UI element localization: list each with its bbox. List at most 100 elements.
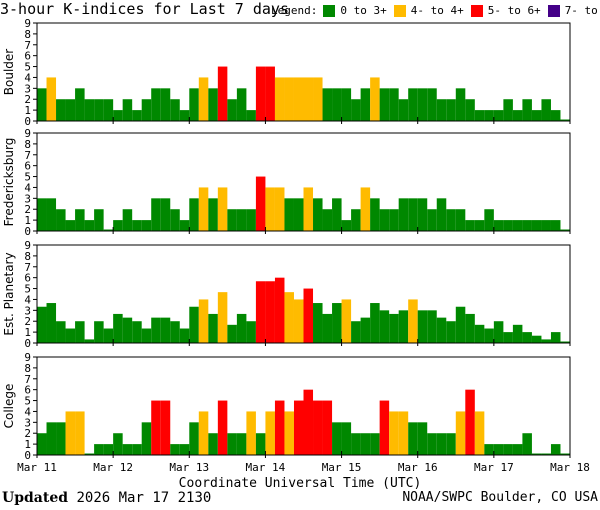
bar-2-18 — [208, 313, 218, 343]
bar-3-36 — [379, 400, 390, 455]
bar-1-23 — [255, 176, 266, 231]
bar-0-28 — [303, 77, 314, 121]
bar-2-39 — [408, 299, 418, 343]
bar-0-1 — [46, 77, 57, 121]
bar-2-31 — [332, 303, 342, 343]
bar-3-5 — [84, 453, 95, 455]
bar-0-13 — [160, 88, 171, 121]
bar-3-17 — [198, 411, 209, 455]
bar-1-17 — [198, 187, 209, 231]
bar-3-18 — [208, 433, 218, 455]
bar-3-14 — [170, 444, 180, 455]
bar-1-16 — [189, 198, 199, 231]
ytick-label-3-3: 3 — [24, 416, 31, 429]
ytick-label-1-8: 8 — [24, 138, 31, 151]
bar-3-29 — [313, 400, 323, 455]
x-axis-title: Coordinate Universal Time (UTC) — [178, 476, 422, 491]
ytick-label-0-8: 8 — [24, 28, 31, 41]
bar-1-2 — [56, 209, 66, 231]
bar-0-9 — [122, 99, 133, 121]
ytick-label-1-0: 0 — [24, 225, 31, 238]
bar-3-50 — [512, 444, 523, 455]
xtick-label-7: Mar 18 — [550, 461, 590, 474]
legend-text-7-9: 7- to 9 — [564, 4, 600, 17]
legend-item-0-3: 0 to 3+ — [323, 4, 387, 17]
bar-2-14 — [170, 321, 180, 343]
bar-3-3 — [65, 411, 76, 455]
bar-0-11 — [141, 99, 152, 121]
bar-3-7 — [103, 444, 114, 455]
xtick-label-3: Mar 14 — [246, 461, 286, 474]
ytick-label-2-9: 9 — [24, 239, 31, 252]
legend-swatch-green — [323, 4, 336, 17]
bar-1-15 — [179, 220, 190, 231]
bar-2-13 — [160, 317, 171, 343]
bar-1-50 — [512, 220, 523, 231]
bar-0-10 — [132, 110, 142, 121]
legend-swatch-yellow — [393, 4, 406, 17]
updated-value: 2026 Mar 17 2130 — [76, 490, 212, 506]
bar-3-1 — [46, 422, 57, 455]
bar-0-25 — [274, 77, 285, 121]
bar-3-15 — [179, 444, 190, 455]
bar-0-50 — [512, 110, 523, 121]
bar-2-19 — [217, 292, 228, 343]
bar-0-3 — [65, 99, 76, 121]
bar-3-8 — [113, 433, 123, 455]
bar-3-9 — [122, 444, 133, 455]
bar-0-54 — [550, 110, 561, 121]
bar-1-3 — [65, 220, 76, 231]
ytick-label-1-5: 5 — [24, 171, 31, 184]
panel-label-3: College — [2, 384, 16, 429]
legend-item-5-6: 5- to 6+ — [470, 4, 541, 17]
ytick-label-3-2: 2 — [24, 427, 31, 440]
ytick-label-1-6: 6 — [24, 160, 31, 173]
panel-frame-1 — [36, 132, 571, 232]
bar-0-46 — [474, 110, 485, 121]
ytick-label-3-9: 9 — [24, 351, 31, 364]
bar-2-8 — [113, 313, 123, 343]
bar-3-52 — [531, 453, 542, 455]
bar-2-36 — [379, 310, 390, 343]
bar-2-4 — [75, 321, 85, 343]
bar-2-44 — [455, 306, 466, 343]
bar-2-32 — [341, 299, 352, 343]
bar-3-40 — [417, 422, 428, 455]
ytick-label-3-1: 1 — [24, 438, 31, 451]
bar-3-34 — [360, 433, 371, 455]
bar-0-53 — [541, 99, 551, 121]
updated-label: Updated — [2, 490, 69, 506]
bar-0-0 — [37, 88, 47, 121]
ytick-label-0-9: 9 — [24, 17, 31, 30]
bar-1-45 — [465, 220, 475, 231]
panel-frame-0 — [36, 22, 571, 122]
bar-3-28 — [303, 389, 314, 455]
bar-2-53 — [541, 339, 551, 343]
bar-1-22 — [246, 209, 256, 231]
bar-2-23 — [255, 281, 266, 343]
bar-0-47 — [484, 110, 494, 121]
ytick-label-1-9: 9 — [24, 127, 31, 140]
bar-1-19 — [217, 187, 228, 231]
ytick-label-3-5: 5 — [24, 395, 31, 408]
bar-1-18 — [208, 198, 218, 231]
bar-0-12 — [151, 88, 161, 121]
bar-2-45 — [465, 313, 475, 343]
bar-3-20 — [227, 433, 237, 455]
bar-3-47 — [484, 444, 494, 455]
bar-3-39 — [408, 422, 418, 455]
bar-1-34 — [360, 187, 371, 231]
bar-1-40 — [417, 198, 428, 231]
bar-0-8 — [113, 110, 123, 121]
source-credit: NOAA/SWPC Boulder, CO USA — [402, 490, 598, 505]
legend-swatch-purple — [547, 4, 560, 17]
bar-3-32 — [341, 422, 352, 455]
bar-1-27 — [293, 198, 304, 231]
bar-2-25 — [274, 277, 285, 343]
bar-1-35 — [370, 198, 380, 231]
bar-3-2 — [56, 422, 66, 455]
bar-2-11 — [141, 328, 152, 343]
bar-2-47 — [484, 328, 494, 343]
bar-1-46 — [474, 220, 485, 231]
bar-2-34 — [360, 317, 371, 343]
